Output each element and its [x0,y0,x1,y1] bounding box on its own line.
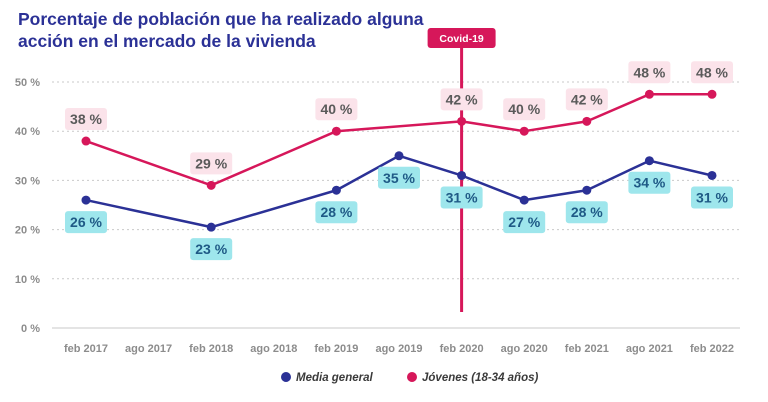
x-tick-label: feb 2017 [64,343,108,355]
data-label-general: 27 % [508,214,540,230]
chart-title: Porcentaje de población que ha realizado… [18,9,424,51]
data-point-general [331,185,341,195]
y-tick-label: 0 % [21,323,40,335]
data-label-general: 28 % [571,204,603,220]
data-point-general [582,185,592,195]
data-point-general [457,170,467,180]
data-label-general: 34 % [633,175,665,191]
data-label-general: 23 % [195,241,227,257]
data-label-jovenes: 48 % [696,64,728,80]
data-label-jovenes: 42 % [571,91,603,107]
y-tick-label: 30 % [15,175,40,187]
data-label-bg-jovenes [315,98,358,121]
covid-label: Covid-19 [439,33,484,45]
data-label-jovenes: 48 % [633,64,665,80]
data-label-bg-general [65,211,107,234]
series-line-jovenes [85,93,712,187]
x-tick-label: feb 2021 [565,343,609,355]
data-label-jovenes: 38 % [70,111,102,127]
data-label-general: 35 % [383,170,415,186]
data-label-jovenes: 29 % [195,155,227,171]
data-label-bg-general [378,166,420,189]
legend-marker-general [281,372,291,382]
data-label-bg-general [691,186,733,209]
data-point-jovenes [81,136,91,146]
data-label-bg-jovenes [440,88,483,111]
covid-flag [427,28,496,48]
data-label-bg-general [315,201,358,224]
x-tick-label: ago 2021 [626,343,673,355]
x-tick-label: ago 2019 [375,343,422,355]
data-point-jovenes [644,89,654,99]
data-label-bg-general [440,186,483,209]
data-label-bg-jovenes [691,61,733,84]
legend-marker-jovenes [407,372,417,382]
x-tick-label: ago 2018 [250,343,297,355]
series-line-general [85,154,713,229]
data-label-bg-jovenes [503,98,546,121]
data-point-general [394,151,404,161]
data-point-jovenes [519,126,529,136]
data-point-jovenes [206,180,216,190]
x-tick-label: ago 2020 [501,343,548,355]
data-point-general [81,195,91,205]
data-label-jovenes: 40 % [508,101,540,117]
y-tick-label: 10 % [15,274,40,286]
data-point-jovenes [582,116,592,126]
x-tick-label: feb 2020 [440,343,484,355]
data-label-bg-jovenes [190,152,233,175]
data-point-general [519,195,529,205]
data-point-general [644,156,654,166]
legend-label-general: Media general [296,372,373,384]
x-tick-label: feb 2018 [189,343,233,355]
data-label-general: 28 % [320,204,352,220]
data-label-bg-jovenes [628,61,671,84]
x-tick-label: feb 2019 [314,343,358,355]
data-label-bg-jovenes [65,108,107,131]
data-label-general: 31 % [446,189,478,205]
data-label-bg-jovenes [565,88,608,111]
data-point-jovenes [331,126,341,136]
x-tick-label: feb 2022 [690,343,734,355]
data-label-general: 31 % [696,189,728,205]
x-tick-label: ago 2017 [125,343,172,355]
data-label-bg-general [503,211,546,234]
data-point-general [707,170,717,180]
data-point-jovenes [457,116,467,126]
data-label-general: 26 % [70,214,102,230]
y-tick-label: 20 % [15,225,40,237]
y-tick-label: 40 % [15,126,40,138]
legend-label-jovenes: Jóvenes (18-34 años) [422,372,539,384]
data-point-general [206,222,216,232]
data-label-bg-general [628,171,671,194]
data-label-jovenes: 42 % [446,91,478,107]
data-label-bg-general [565,201,608,224]
data-label-jovenes: 40 % [320,101,352,117]
y-tick-label: 50 % [15,77,40,89]
data-point-jovenes [707,89,717,99]
data-label-bg-general [190,238,233,261]
